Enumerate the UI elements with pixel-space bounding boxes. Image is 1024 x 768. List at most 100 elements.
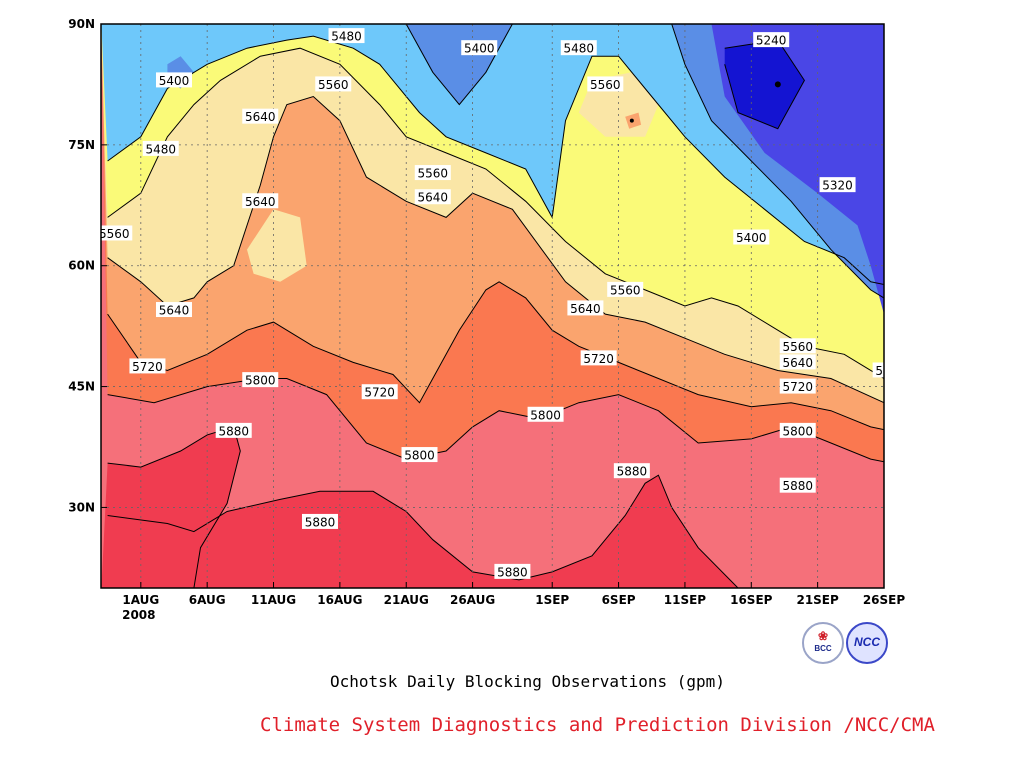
y-axis: 30N 45N 60N 75N 90N (68, 17, 107, 514)
x-year-label: 2008 (122, 608, 155, 622)
contour-label-text: 5720 (132, 360, 163, 374)
contour-label-box (129, 358, 166, 374)
contour-label-box (301, 513, 338, 529)
chart-title: Ochotsk Daily Blocking Observations (gpm… (330, 672, 725, 691)
contour-label-box (414, 189, 451, 205)
contour-label-text: 5320 (822, 179, 853, 193)
x-tick-label: 6SEP (602, 593, 636, 607)
ncc-logo-text: NCC (854, 635, 880, 649)
contour-label-text: 5720 (782, 380, 813, 394)
contour-label-text: 5880 (782, 479, 813, 493)
contour-label-text: 5560 (610, 283, 641, 297)
contour-label: 5480 (328, 28, 365, 44)
y-tick-label: 30N (68, 500, 95, 514)
x-tick-label: 16SEP (730, 593, 773, 607)
contour-label-text: 5720 (364, 386, 395, 400)
contour-label: 5880 (301, 513, 338, 529)
contour-label: 5560 (315, 76, 352, 92)
contour-label-box (779, 338, 816, 354)
y-tick-label: 75N (68, 138, 95, 152)
band-5400-5480 (101, 24, 884, 285)
contour-label-box (779, 477, 816, 493)
contour-label-box (414, 165, 451, 181)
bcc-logo-mark: ❀ (817, 629, 829, 643)
plot-frame (100, 23, 885, 589)
contour-label: 5880 (215, 422, 252, 438)
contour-label-text: 5400 (875, 364, 906, 378)
contour-label-box (587, 76, 624, 92)
high-center-marker (629, 118, 634, 123)
contour-label-box (753, 32, 790, 48)
contour-label-box (215, 422, 252, 438)
contour-label: 5720 (580, 350, 617, 366)
contour-label-box (315, 76, 352, 92)
contour-label: 5560 (607, 281, 644, 297)
contour-label-box (527, 406, 564, 422)
contour-label: 5720 (779, 378, 816, 394)
contour-label: 5240 (753, 32, 790, 48)
contour-label: 5880 (613, 463, 650, 479)
contour-label-box (494, 563, 531, 579)
contour-label-box (779, 354, 816, 370)
credit-line: Climate System Diagnostics and Predictio… (260, 714, 935, 736)
contour-label-text: 5800 (530, 408, 561, 422)
contour-label-box (155, 302, 192, 318)
contour-label-text: 5640 (418, 191, 449, 205)
contour-5560 (107, 47, 884, 379)
contour-label-box (733, 229, 770, 245)
band-gt5880-west (101, 426, 241, 588)
contour-label-box (779, 378, 816, 394)
contour-label-text: 5800 (245, 374, 276, 388)
x-tick-label: 26AUG (450, 593, 495, 607)
contour-5320 (671, 24, 884, 299)
contour-label-text: 5640 (570, 302, 601, 316)
contour-label-box (461, 40, 498, 56)
contour-label: 5880 (494, 563, 531, 579)
band-gt5880-south (101, 475, 738, 588)
contour-label-box (819, 177, 856, 193)
band-5560-5640-pocket (247, 209, 307, 282)
x-tick-label: 16AUG (317, 593, 362, 607)
contour-label-box (242, 372, 279, 388)
contour-label-text: 5560 (782, 340, 813, 354)
contour-label-box (779, 422, 816, 438)
contour-fill-layer (101, 24, 884, 588)
contour-label-text: 5480 (145, 142, 176, 156)
contour-label: 5560 (414, 165, 451, 181)
contour-label-text: 5800 (404, 449, 435, 463)
x-tick-label: 1AUG (122, 593, 159, 607)
contour-label-box (401, 447, 438, 463)
contour-label-box (142, 140, 179, 156)
grid-layer (101, 24, 884, 588)
contour-label-box (101, 225, 133, 241)
contour-label: 5400 (872, 362, 906, 378)
contour-5400 (405, 24, 513, 106)
contour-label: 5800 (779, 422, 816, 438)
contour-label-text: 5640 (782, 356, 813, 370)
contour-label: 5640 (567, 300, 604, 316)
y-tick-label: 60N (68, 259, 95, 273)
contour-label-text: 5640 (245, 110, 276, 124)
contour-label: 5800 (242, 372, 279, 388)
contour-label-text: 5400 (159, 74, 190, 88)
x-tick-label: 1SEP (535, 593, 569, 607)
x-tick-label: 21AUG (384, 593, 429, 607)
contour-label: 5800 (401, 447, 438, 463)
contour-label: 5640 (779, 354, 816, 370)
contour-label: 5560 (587, 76, 624, 92)
contour-label: 5480 (142, 140, 179, 156)
contour-label-text: 5640 (245, 195, 276, 209)
extrema-marker-layer (629, 81, 781, 123)
contour-label-text: 5800 (782, 424, 813, 438)
contour-label-box (242, 108, 279, 124)
contour-label-text: 5400 (464, 42, 495, 56)
x-tick-label: 21SEP (796, 593, 839, 607)
contour-label: 5880 (779, 477, 816, 493)
contour-label-text: 5640 (159, 304, 190, 318)
contour-label-text: 5560 (99, 227, 130, 241)
contour-label: 5400 (733, 229, 770, 245)
contour-label-text: 5400 (736, 231, 767, 245)
contour-label-box (361, 384, 398, 400)
contour-label: 5640 (242, 108, 279, 124)
